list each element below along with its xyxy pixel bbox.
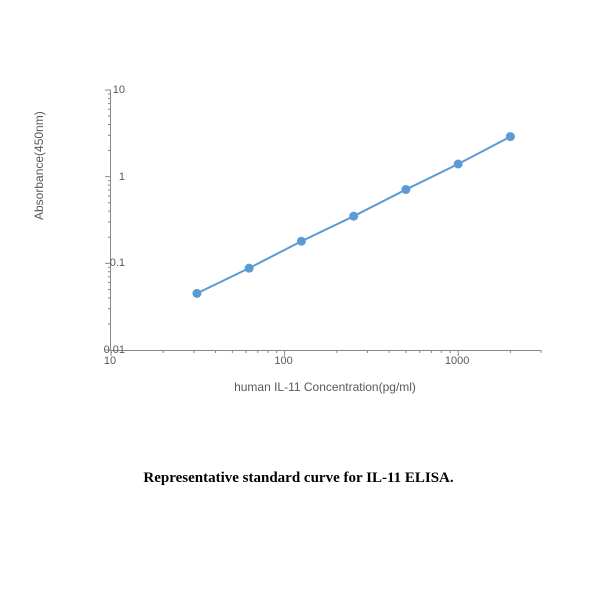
y-axis-label: Absorbance(450nm) (32, 111, 46, 220)
y-tick-label: 10 (113, 84, 125, 96)
y-tick-label: 1 (119, 171, 125, 183)
caption: Representative standard curve for IL-11 … (0, 470, 597, 487)
y-tick-label: 0.1 (110, 257, 125, 269)
x-tick-label: 1000 (445, 355, 469, 367)
plot-svg (111, 90, 541, 350)
x-axis-label: human IL-11 Concentration(pg/ml) (110, 380, 540, 394)
chart-container: Absorbance(450nm) human IL-11 Concentrat… (40, 80, 560, 400)
plot-area (110, 90, 541, 351)
x-tick-label: 10 (104, 355, 116, 367)
x-tick-label: 100 (274, 355, 292, 367)
